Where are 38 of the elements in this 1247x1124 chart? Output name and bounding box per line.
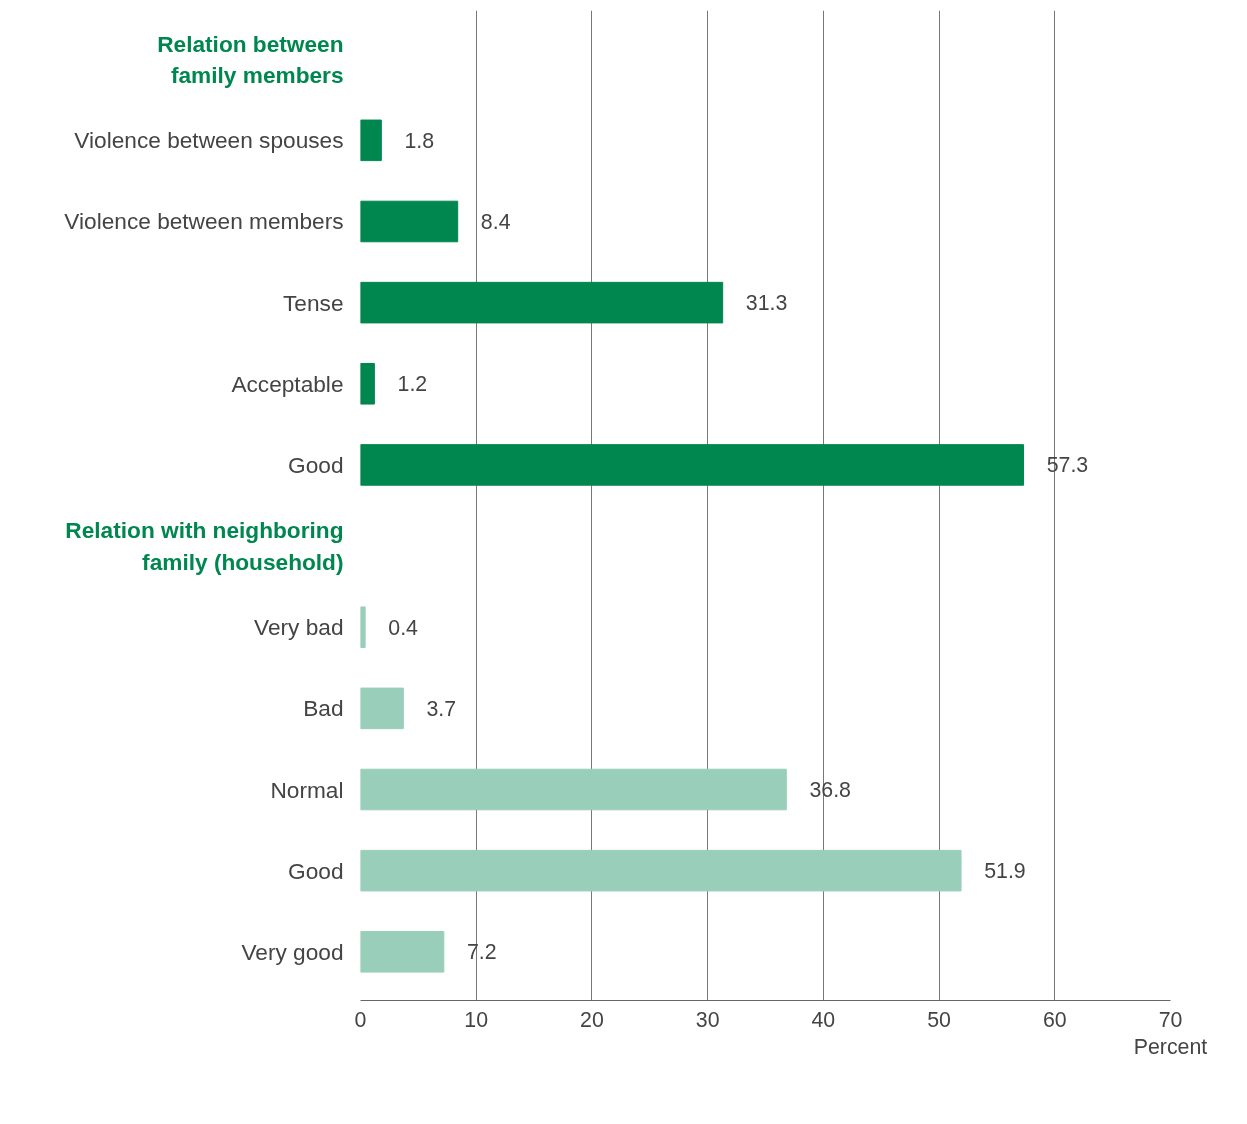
data-label: 51.9 <box>984 859 1026 884</box>
x-tick-label: 50 <box>927 1007 952 1032</box>
x-axis-title: Percent <box>1133 1034 1208 1059</box>
y-tick-label: Tense <box>283 289 344 316</box>
bar <box>360 200 459 243</box>
y-tick-label: Acceptable <box>231 370 344 397</box>
data-label: 8.4 <box>480 209 511 234</box>
bar <box>360 768 787 811</box>
y-tick-label: Very bad <box>254 614 344 641</box>
bar <box>360 687 404 730</box>
data-label: 1.2 <box>397 372 428 397</box>
bar <box>360 849 962 892</box>
y-tick-label: Very good <box>241 938 344 965</box>
data-label: 1.8 <box>404 128 435 153</box>
x-tick-label: 10 <box>464 1007 489 1032</box>
bar <box>360 606 366 649</box>
y-tick-label: Bad <box>303 695 344 722</box>
x-tick-label: 70 <box>1158 1007 1183 1032</box>
x-tick-label: 20 <box>580 1007 604 1032</box>
x-tick-label: 40 <box>811 1007 836 1032</box>
x-tick-label: 60 <box>1042 1007 1067 1032</box>
y-tick-label: Relation between family members <box>157 30 344 88</box>
bar <box>360 281 724 324</box>
bar <box>360 362 375 405</box>
x-tick-label: 0 <box>354 1007 367 1032</box>
data-label: 0.4 <box>388 615 419 640</box>
y-tick-label: Violence between members <box>64 208 344 235</box>
y-tick-label: Relation with neighboring family (household) <box>65 517 344 575</box>
bar <box>360 119 382 162</box>
y-tick-label: Good <box>288 451 344 478</box>
data-label: 3.7 <box>426 696 457 721</box>
y-tick-label: Violence between spouses <box>74 127 344 154</box>
bar <box>360 444 1025 486</box>
x-tick-label: 30 <box>695 1007 720 1032</box>
bar <box>360 931 445 973</box>
data-label: 31.3 <box>745 291 788 316</box>
y-tick-label: Good <box>288 857 344 884</box>
y-tick-label: Normal <box>270 776 344 803</box>
